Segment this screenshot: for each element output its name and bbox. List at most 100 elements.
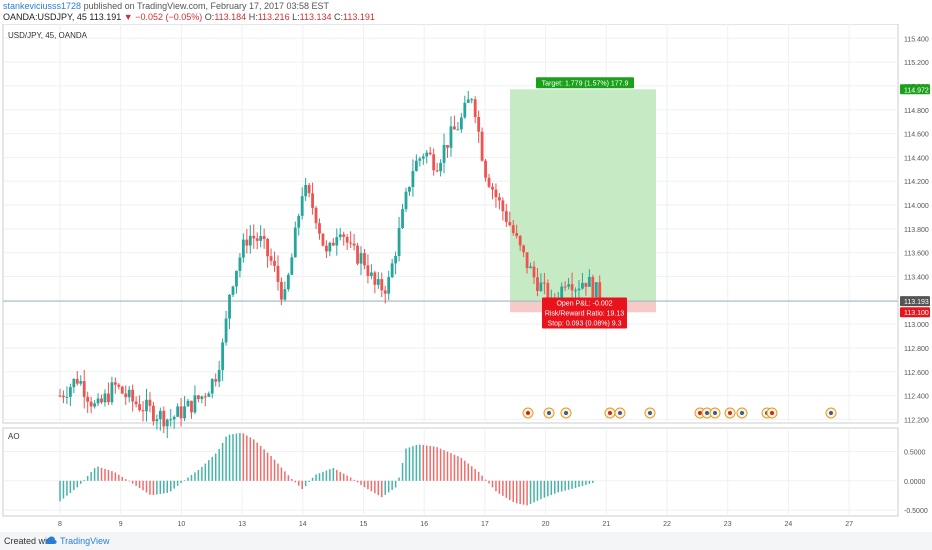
chart-svg[interactable]: 115.400115.200115.000114.800114.600114.4… (0, 23, 932, 530)
ao-y-tick-label: 0.0000 (904, 479, 926, 486)
y-tick-label: 112.400 (904, 394, 929, 401)
event-flag-icon (560, 407, 572, 419)
stats-label-line: Stop: 0.093 (0.08%) 9.3 (548, 321, 622, 328)
candle-body (93, 403, 96, 407)
tradingview-link[interactable]: TradingView (60, 536, 110, 546)
open-label: O: (204, 12, 215, 22)
candle-body (359, 253, 363, 264)
down-arrow-icon: ▼ (123, 12, 133, 22)
candle-body (414, 160, 418, 171)
candle-body (529, 266, 532, 269)
chart-area[interactable]: 115.400115.200115.000114.800114.600114.4… (0, 23, 932, 530)
candle-body (542, 282, 546, 284)
event-dot (698, 411, 702, 415)
candle-body (338, 234, 342, 238)
candle-body (200, 396, 204, 400)
symbol-line: OANDA:USDJPY, 45 113.191 ▼ −0.052 (−0.05… (3, 12, 375, 23)
candle-body (425, 152, 429, 157)
event-dot (728, 411, 732, 415)
y-tick-label: 112.600 (904, 370, 929, 377)
main-pane (2, 23, 899, 424)
target-zone (510, 89, 656, 302)
candle-body (89, 401, 93, 407)
candle-body (363, 253, 366, 266)
candle-body (563, 286, 567, 288)
event-dot (740, 411, 744, 415)
candle-body (345, 236, 349, 243)
event-flag-icon (522, 407, 534, 419)
candle-body (567, 284, 571, 287)
x-tick-label: 9 (119, 521, 123, 528)
event-dot (705, 411, 709, 415)
candle-body (183, 406, 186, 419)
main-legend: USD/JPY, 45, OANDA (8, 31, 88, 40)
candle-body (335, 237, 339, 246)
close-value: 113.191 (343, 12, 375, 22)
candle-body (217, 369, 221, 382)
y-tick-label: 114.400 (904, 155, 929, 162)
candle-body (574, 290, 577, 292)
candle-body (58, 395, 62, 397)
candle-body (107, 393, 110, 403)
x-tick-label: 16 (420, 521, 428, 528)
candle-body (186, 400, 190, 407)
candle-body (328, 242, 332, 252)
candle-body (442, 144, 446, 163)
ao-legend: AO (8, 432, 20, 441)
event-dot (547, 411, 551, 415)
low-label: L: (292, 12, 300, 22)
candle-body (491, 186, 494, 190)
candle-body (72, 379, 76, 388)
event-flag-icon (604, 407, 616, 419)
candle-body (587, 276, 591, 287)
candle-body (86, 396, 90, 402)
candle-body (207, 393, 211, 397)
candle-body (418, 158, 422, 161)
x-tick-label: 13 (238, 521, 246, 528)
candle-body (103, 393, 107, 403)
target-label: Target: 1.779 (1.57%) 177.9 (542, 80, 629, 87)
candle-body (138, 404, 141, 411)
x-tick-label: 8 (58, 521, 62, 528)
candle-body (560, 286, 564, 302)
candle-body (269, 256, 273, 261)
candle-body (532, 266, 536, 278)
candle-body (152, 405, 155, 422)
candle-body (394, 255, 398, 264)
close-label: C: (334, 12, 343, 22)
candle-body (373, 272, 377, 285)
price-change: −0.052 (−0.05%) (135, 12, 203, 22)
candle-body (352, 243, 356, 246)
author-link[interactable]: stankeviciusss1728 (3, 1, 82, 11)
stats-label-line: Open P&L: -0.002 (556, 301, 612, 308)
x-tick-label: 27 (845, 521, 853, 528)
candle-body (286, 274, 290, 290)
y-tick-label: 114.800 (904, 108, 929, 115)
candle-body (228, 294, 231, 319)
event-flag-icon (825, 407, 837, 419)
stats-label-line: Risk/Reward Ratio: 19.13 (545, 311, 624, 318)
candle-body (515, 232, 519, 237)
candle-body (65, 396, 69, 398)
candle-body (449, 126, 453, 148)
candle-body (577, 288, 581, 291)
candle-body (408, 186, 411, 192)
candle-body (570, 284, 574, 291)
y-tick-label: 114.600 (904, 132, 929, 139)
candle-body (96, 398, 100, 404)
y-tick-label: 115.400 (904, 36, 929, 43)
low-value: 113.134 (299, 12, 332, 22)
candle-body (498, 197, 501, 201)
candle-body (439, 162, 442, 172)
candle-body (473, 99, 477, 118)
event-flag-icon (709, 407, 721, 419)
symbol-name[interactable]: OANDA:USDJPY, 45 (3, 12, 87, 22)
chart-header: stankeviciusss1728 published on TradingV… (0, 0, 932, 24)
candle-body (508, 221, 512, 226)
candle-body (494, 189, 498, 198)
last-price: 113.191 (89, 12, 122, 22)
candle-body (158, 410, 162, 420)
event-dot (564, 411, 568, 415)
candle-body (79, 381, 83, 384)
candle-body (145, 399, 148, 412)
